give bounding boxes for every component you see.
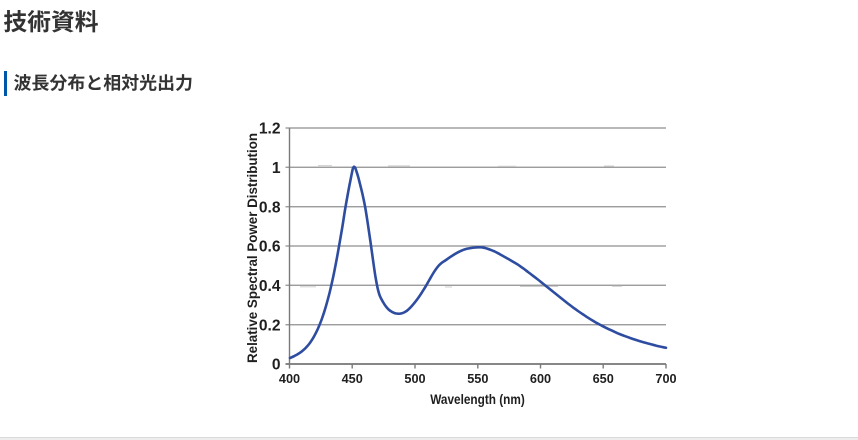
svg-text:0: 0 xyxy=(272,357,281,374)
svg-text:Wavelength (nm): Wavelength (nm) xyxy=(430,391,525,407)
svg-text:0.8: 0.8 xyxy=(259,199,281,216)
svg-text:500: 500 xyxy=(404,372,425,386)
svg-text:0.4: 0.4 xyxy=(259,278,281,295)
svg-text:650: 650 xyxy=(593,372,614,386)
svg-text:0.2: 0.2 xyxy=(259,317,281,334)
svg-text:0.6: 0.6 xyxy=(259,239,281,256)
svg-text:700: 700 xyxy=(655,372,676,386)
svg-text:550: 550 xyxy=(467,372,488,386)
svg-text:1.2: 1.2 xyxy=(259,121,281,138)
svg-text:450: 450 xyxy=(342,372,363,386)
svg-text:400: 400 xyxy=(279,372,300,386)
svg-text:Relative Spectral Power Distri: Relative Spectral Power Distribution xyxy=(244,133,260,363)
svg-text:600: 600 xyxy=(530,372,551,386)
svg-text:1: 1 xyxy=(272,160,281,177)
